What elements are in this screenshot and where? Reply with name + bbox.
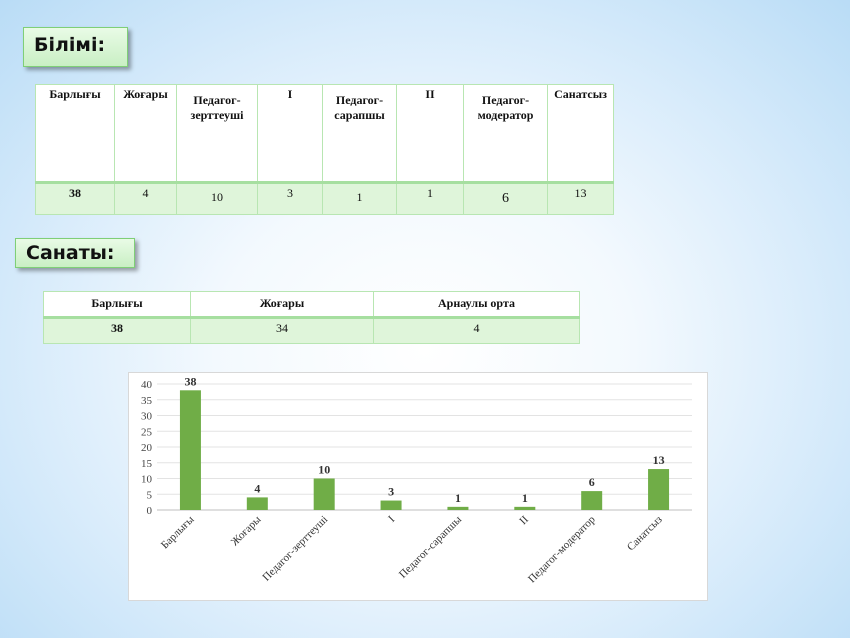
education-value-cell: 4 [114, 181, 177, 215]
bar [313, 478, 335, 510]
education-header-text: Педагог-модератор [477, 93, 534, 122]
category-table: Барлығы Жоғары Арнаулы орта 38 34 4 [43, 291, 580, 344]
education-header-row: Барлығы Жоғары Педагог-зерттеуші I Педаг… [35, 84, 614, 183]
data-label: 13 [653, 453, 665, 467]
bar [648, 469, 670, 510]
x-tick-label: II [517, 513, 531, 527]
education-header-cell: II [396, 84, 464, 183]
category-header-cell: Барлығы [43, 291, 191, 318]
data-label: 4 [254, 481, 260, 495]
bar-chart: 0 5 10 15 20 25 30 35 40 38 Барлығы 4 Жоғары 10 Педаго… [128, 372, 708, 601]
bar [179, 390, 201, 510]
education-value-cell: 3 [257, 181, 323, 215]
y-tick-label: 35 [141, 395, 153, 407]
x-tick-label: Педагог-сарапшы [397, 513, 465, 581]
data-label: 38 [184, 374, 196, 388]
category-header-cell: Арнаулы орта [373, 291, 580, 318]
y-tick-label: 15 [141, 458, 153, 470]
y-tick-label: 20 [141, 442, 153, 454]
data-label: 1 [522, 491, 528, 505]
x-tick-label: I [386, 513, 397, 524]
education-header-cell: Педагог-модератор [463, 84, 548, 183]
y-tick-label: 5 [147, 489, 153, 501]
education-value-cell: 10 [176, 181, 258, 215]
education-value-cell: 1 [396, 181, 464, 215]
x-tick-label: Санатсыз [625, 514, 665, 554]
category-value-row: 38 34 4 [43, 316, 580, 344]
x-tick-label: Педагог-модератор [526, 513, 598, 585]
category-title-box: Санаты: [15, 238, 135, 268]
bar [581, 491, 603, 510]
y-tick-label: 10 [141, 474, 153, 486]
education-header-cell: Педагог-зерттеуші [176, 84, 258, 183]
bar [514, 506, 536, 510]
education-value-cell: 1 [322, 181, 397, 215]
y-tick-label: 40 [141, 379, 153, 391]
education-value-cell: 38 [35, 181, 115, 215]
data-label: 10 [318, 463, 330, 477]
data-label: 3 [388, 485, 394, 499]
data-label: 6 [589, 475, 595, 489]
y-tick-label: 25 [141, 426, 153, 438]
category-value-cell: 4 [373, 316, 580, 344]
education-header-cell: Жоғары [114, 84, 177, 183]
education-table: Барлығы Жоғары Педагог-зерттеуші I Педаг… [35, 84, 614, 215]
education-header-cell: Барлығы [35, 84, 115, 183]
data-label: 1 [455, 491, 461, 505]
y-tick-label: 30 [141, 411, 153, 423]
y-tick-label: 0 [147, 505, 153, 517]
bar [246, 497, 268, 510]
education-header-cell: I [257, 84, 323, 183]
education-header-text: Педагог-зерттеуші [190, 93, 244, 122]
bar [380, 500, 402, 510]
education-title: Білімі: [34, 34, 106, 56]
x-tick-label: Барлығы [159, 513, 197, 551]
education-value-row: 38 4 10 3 1 1 6 13 [35, 181, 614, 215]
category-header-row: Барлығы Жоғары Арнаулы орта [43, 291, 580, 318]
education-value-cell: 13 [547, 181, 614, 215]
education-title-box: Білімі: [23, 27, 128, 67]
category-header-cell: Жоғары [190, 291, 374, 318]
x-tick-label: Жоғары [229, 513, 264, 548]
education-header-cell: Санатсыз [547, 84, 614, 183]
category-value-cell: 34 [190, 316, 374, 344]
category-value-cell: 38 [43, 316, 191, 344]
education-header-text: Педагог-сарапшы [334, 93, 385, 122]
education-header-cell: Педагог-сарапшы [322, 84, 397, 183]
x-tick-label: Педагог-зерттеуші [260, 514, 330, 584]
bar [447, 506, 469, 510]
bar-chart-svg: 0 5 10 15 20 25 30 35 40 38 Барлығы 4 Жоғары 10 Педаго… [141, 374, 692, 585]
category-title: Санаты: [26, 242, 115, 264]
education-value-cell: 6 [463, 181, 548, 215]
